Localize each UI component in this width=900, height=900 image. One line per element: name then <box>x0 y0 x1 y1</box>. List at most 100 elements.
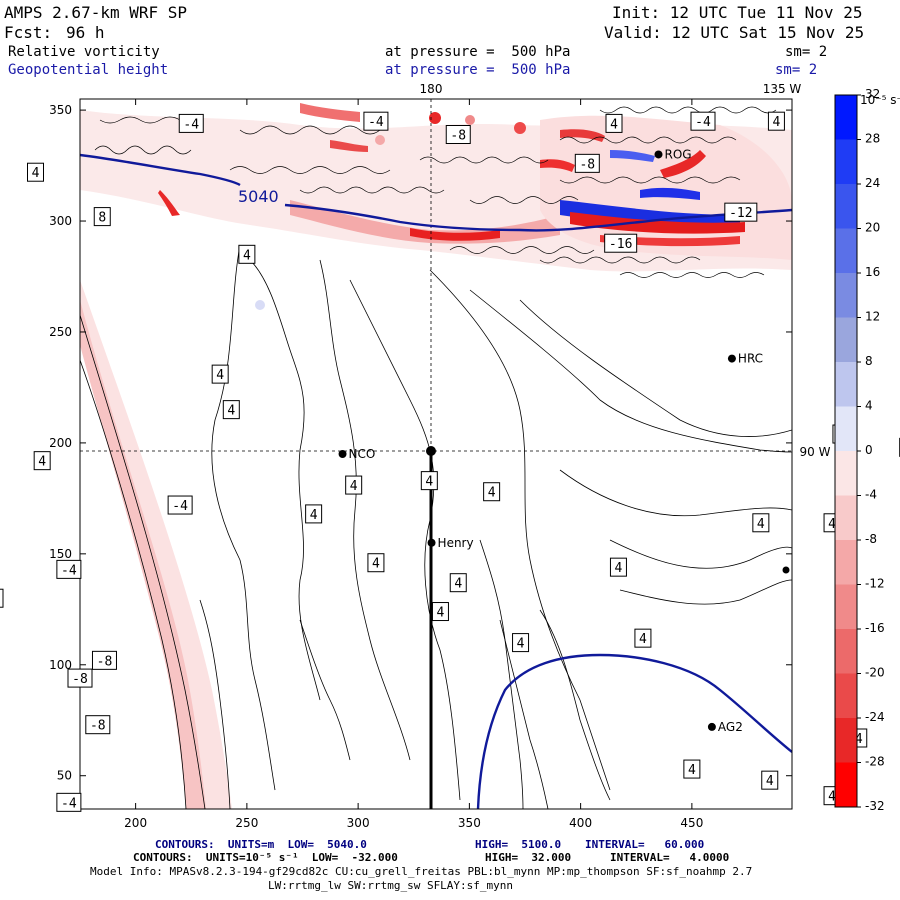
contour-label-text: 4 <box>828 790 836 805</box>
contour-label-box <box>91 650 117 670</box>
colorbar-tick-label: -28 <box>865 755 885 769</box>
contour-label-box <box>420 471 438 491</box>
footer-vort-interval: INTERVAL= 4.0000 <box>610 851 730 864</box>
contour-label-text: 4 <box>216 368 224 383</box>
colorbar-segment <box>835 584 857 630</box>
contour-label-box <box>761 770 779 790</box>
lat-90w-label: 90 W <box>800 445 831 459</box>
contour-label: 4 <box>483 482 501 502</box>
contour-label-box <box>238 244 256 264</box>
contour-label: -4 <box>167 495 193 515</box>
contour-label-box <box>752 513 770 533</box>
colorbar-tick-label: -4 <box>865 488 877 502</box>
forecast-label: Fcst: <box>4 23 53 42</box>
valid-time: Valid: 12 UTC Sat 15 Nov 25 <box>604 23 865 42</box>
contour-label-text: 4 <box>488 486 496 501</box>
contour-label: -4 <box>178 113 204 133</box>
contour-label-box <box>574 153 600 173</box>
colorbar-segment <box>835 406 857 452</box>
station-label: AG2 <box>718 720 743 734</box>
contour-label: 4 <box>211 364 229 384</box>
contour-label-box <box>85 715 111 735</box>
colorbar-tick-label: -12 <box>865 577 885 591</box>
x-tick-label: 300 <box>347 816 370 830</box>
y-tick-label: 150 <box>49 547 72 561</box>
colorbar-segment <box>835 673 857 719</box>
contour-label-text: -4 <box>61 796 77 811</box>
contour-label-box <box>634 628 652 648</box>
contour-label-text: 4 <box>639 632 647 647</box>
contour-label-text: -8 <box>90 719 106 734</box>
contour-label-box <box>605 113 623 133</box>
contour-label-text: 4 <box>757 517 765 532</box>
contour-label-box <box>445 125 471 144</box>
plot-frame <box>79 98 793 810</box>
station-label: Henry <box>438 536 474 550</box>
colorbar-tick-label: -16 <box>865 621 885 635</box>
contour-label: 4 <box>449 573 467 593</box>
footer-height-contours: CONTOURS: UNITS=m LOW= 5040.0 <box>155 838 367 851</box>
footer-vort-contours: CONTOURS: UNITS=10⁻⁵ s⁻¹ LOW= -32.000 <box>133 851 398 864</box>
contour-label-box <box>767 111 785 131</box>
contour-label-box <box>363 111 389 131</box>
contour-label: -4 <box>56 792 82 812</box>
colorbar-segment <box>835 228 857 274</box>
y-tick-label: 200 <box>49 436 72 450</box>
colorbar-segment <box>835 451 857 496</box>
colorbar-tick-label: 20 <box>865 221 880 235</box>
contour-label: 4 <box>305 504 323 524</box>
contour-label-text: -4 <box>172 499 188 514</box>
contour-label-text: 4 <box>828 517 836 532</box>
station-marker <box>654 150 663 159</box>
colorbar-tick-label: -20 <box>865 666 885 680</box>
y-tick-label: 50 <box>57 769 72 783</box>
colorbar-segment <box>835 139 857 185</box>
contour-label-text: 4 <box>766 774 774 789</box>
contour-label: 4 <box>420 471 438 491</box>
contour-label: -8 <box>445 125 471 144</box>
colorbar-tick-label: -24 <box>865 710 885 724</box>
colorbar-tick-label: -8 <box>865 532 877 546</box>
colorbar-tick-label: -32 <box>865 799 885 813</box>
contour-label-box <box>690 111 716 131</box>
contour-label-text: -4 <box>183 117 199 132</box>
contour-label: 8 <box>93 207 111 227</box>
contour-label-text: 4 <box>372 557 380 572</box>
contour-label-box <box>222 400 240 420</box>
x-tick-label: 400 <box>569 816 592 830</box>
colorbar-tick-label: 32 <box>865 87 880 101</box>
contour-label-text: 4 <box>227 404 235 419</box>
contour-label: 4 <box>752 513 770 533</box>
y-tick-label: 250 <box>49 325 72 339</box>
contour-label-box <box>305 504 323 524</box>
pole-marker <box>426 446 436 456</box>
footer-height-interval: INTERVAL= 60.000 <box>585 838 705 851</box>
contour-label: -4 <box>0 588 4 608</box>
contour-label-text: 4 <box>773 115 781 130</box>
contour-label-box <box>56 559 82 579</box>
contour-label-box <box>609 557 627 577</box>
colorbar-tick-label: 0 <box>865 443 873 457</box>
contour-label: 4 <box>367 553 385 573</box>
contour-label-text: 4 <box>855 732 863 747</box>
contour-label-box <box>178 113 204 133</box>
station-marker <box>707 722 716 731</box>
contour-label-text: 4 <box>688 763 696 778</box>
contour-label-box <box>483 482 501 502</box>
field1-name: Relative vorticity <box>8 44 160 60</box>
contour-label-box <box>683 759 701 779</box>
contour-label-box <box>604 233 638 253</box>
contour-label-box <box>0 588 4 608</box>
contour-label-box <box>56 792 82 812</box>
field2-level: at pressure = 500 hPa <box>385 62 571 78</box>
colorbar-segment <box>835 540 857 585</box>
colorbar-tick-label: 28 <box>865 132 880 146</box>
contour-label-text: 4 <box>32 166 40 181</box>
contour-label: -8 <box>574 153 600 173</box>
y-tick-label: 100 <box>49 658 72 672</box>
contour-label-text: -12 <box>729 206 752 221</box>
contour-label: 4 <box>33 451 51 471</box>
x-tick-label: 350 <box>458 816 481 830</box>
negative-band-inner <box>80 300 206 809</box>
